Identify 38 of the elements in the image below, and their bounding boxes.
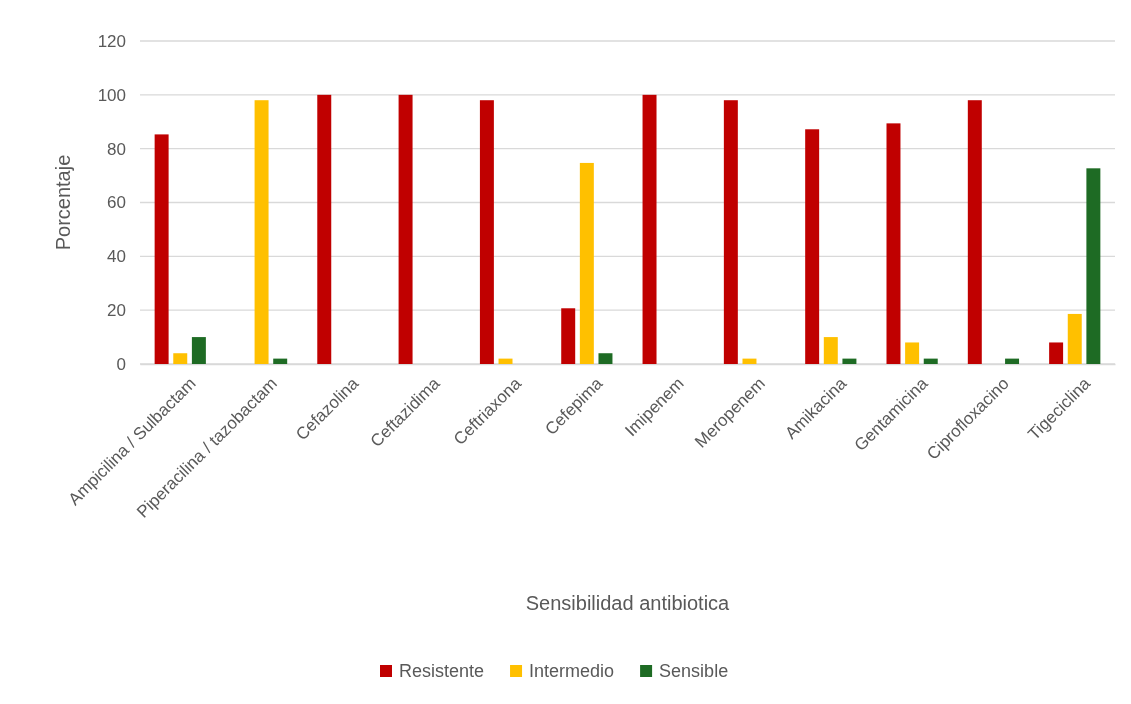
- bar: [598, 353, 613, 364]
- bar: [173, 353, 188, 364]
- bar: [723, 100, 738, 364]
- bar: [923, 358, 938, 364]
- y-tick-label: 0: [116, 354, 126, 374]
- bar: [905, 342, 920, 364]
- y-tick-label: 120: [97, 31, 126, 51]
- y-tick-label: 20: [107, 301, 126, 321]
- bar: [823, 337, 838, 364]
- bar: [398, 94, 413, 364]
- bar: [742, 358, 757, 364]
- bar: [1005, 358, 1020, 364]
- legend-label: Resistente: [399, 661, 485, 681]
- bar: [154, 134, 169, 364]
- legend-label: Sensible: [659, 661, 729, 681]
- bar: [642, 94, 657, 364]
- bar: [805, 129, 820, 364]
- y-tick-label: 80: [107, 139, 126, 159]
- y-tick-label: 60: [107, 193, 126, 213]
- bar: [561, 308, 576, 364]
- legend-label: Intermedio: [529, 661, 615, 681]
- bar: [254, 100, 269, 364]
- bar: [498, 358, 513, 364]
- bar: [1049, 342, 1064, 364]
- bar: [1086, 168, 1101, 364]
- y-tick-label: 100: [97, 85, 126, 105]
- x-axis-title: Sensibilidad antibiotica: [525, 592, 731, 614]
- bar: [273, 358, 288, 364]
- bar: [479, 100, 494, 364]
- bar: [1067, 313, 1082, 364]
- bar: [579, 162, 594, 364]
- bar: [191, 337, 206, 364]
- bar: [967, 100, 982, 364]
- bar: [317, 94, 332, 364]
- y-tick-label: 40: [107, 247, 126, 267]
- y-axis-title: Porcentaje: [52, 154, 74, 251]
- bar: [842, 358, 857, 364]
- bar: [886, 123, 901, 364]
